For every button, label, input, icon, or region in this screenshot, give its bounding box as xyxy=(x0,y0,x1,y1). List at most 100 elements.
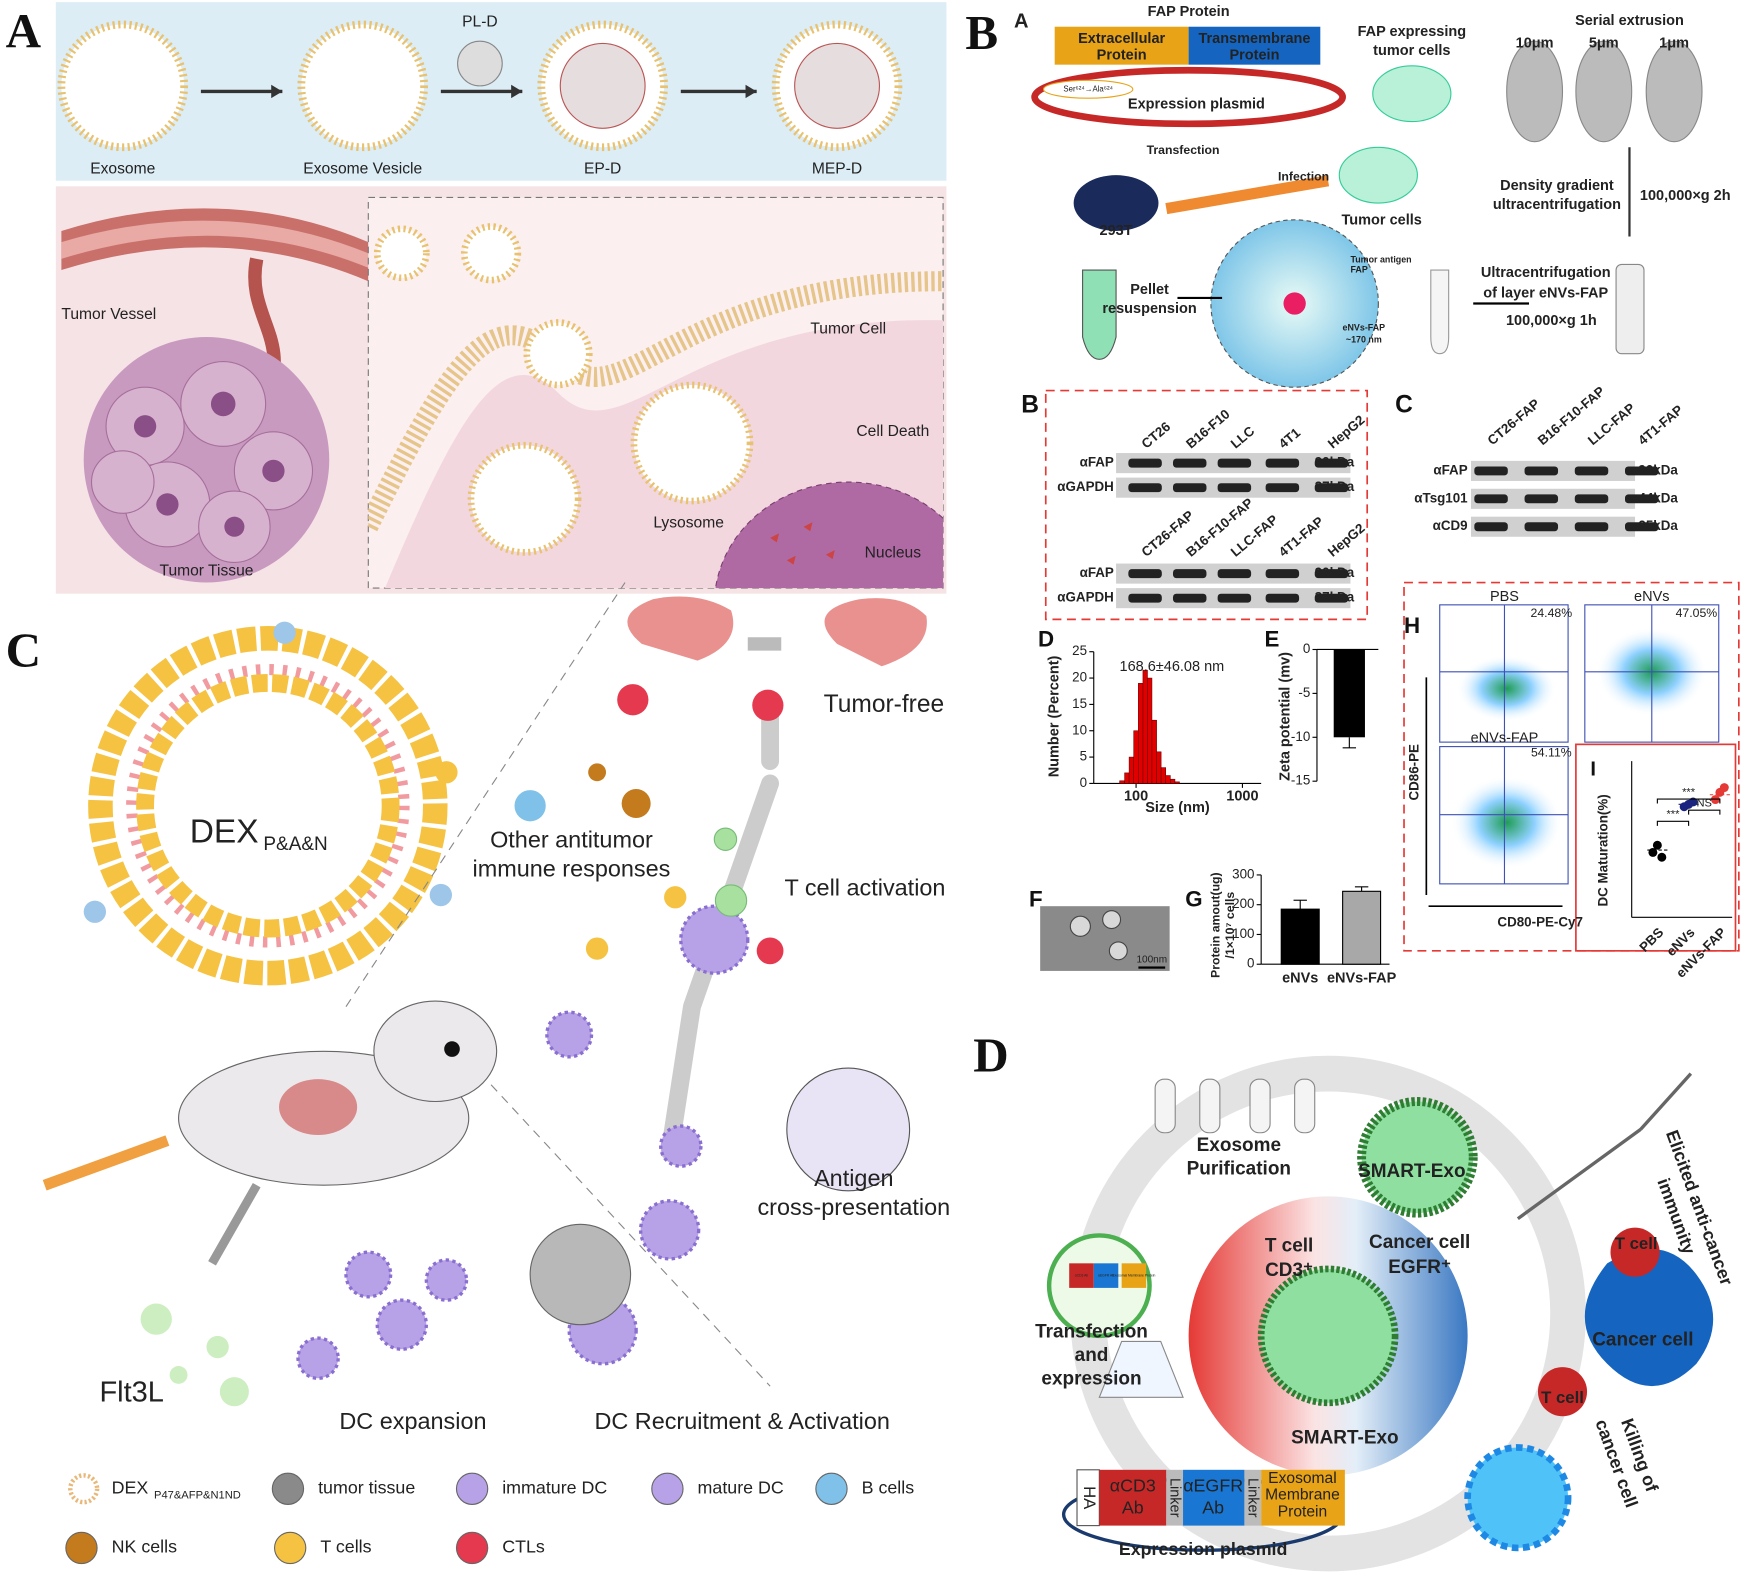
pl-d xyxy=(457,40,503,87)
label: Tumor cells xyxy=(1342,213,1422,229)
label: Tumor antigen xyxy=(1350,254,1411,264)
histogram-bar xyxy=(1174,781,1180,784)
label: Nucleus xyxy=(865,545,922,562)
label: LLC-FAP xyxy=(1585,400,1638,448)
label: 90kDa xyxy=(1315,455,1355,470)
label: 5μm xyxy=(1589,35,1619,51)
label: T cells xyxy=(320,1537,371,1557)
label: Transmembrane xyxy=(1198,31,1310,47)
y-tick-label: -5 xyxy=(1298,685,1310,700)
label: Antigen xyxy=(814,1165,893,1191)
label: P47&AFP&N1ND xyxy=(154,1489,241,1501)
band xyxy=(1524,522,1559,532)
label: CD86-PE xyxy=(1407,744,1422,801)
point xyxy=(1719,783,1729,793)
label: Protein amout(ug) xyxy=(1209,872,1223,978)
arrow-head xyxy=(271,84,283,99)
label: NK cells xyxy=(112,1537,178,1557)
label: 54.11% xyxy=(1531,746,1572,760)
histogram-bar xyxy=(1170,778,1176,784)
histogram-bar xyxy=(1147,677,1153,784)
label: 100,000×g 2h xyxy=(1640,188,1731,204)
label: Other antitumor xyxy=(490,827,653,853)
label: 100,000×g 1h xyxy=(1506,313,1597,329)
label: αCD9 xyxy=(1433,518,1468,533)
panel-b-art xyxy=(1031,26,1740,971)
label: 24.48% xyxy=(1531,606,1573,620)
band xyxy=(1265,483,1300,493)
label: Size (nm) xyxy=(1145,800,1210,816)
x-tick-label: 1000 xyxy=(1226,789,1258,805)
label: EP-D xyxy=(584,161,621,178)
exosome xyxy=(57,20,189,152)
label: Exosome Vesicle xyxy=(303,161,422,178)
panel-letter: I xyxy=(1590,758,1596,780)
panel-d-art xyxy=(1046,1055,1714,1572)
band xyxy=(1265,458,1300,468)
label: ultracentrifugation xyxy=(1493,197,1621,213)
band xyxy=(1574,466,1609,476)
mini-plasmid-part xyxy=(1093,1263,1119,1288)
label: Tumor Vessel xyxy=(61,306,156,323)
label: HepG2 xyxy=(1325,520,1368,559)
panel-letter: D xyxy=(1038,626,1054,651)
label: Infection xyxy=(1278,170,1329,184)
legend-icon xyxy=(815,1472,848,1505)
label: of layer eNVs-FAP xyxy=(1483,285,1608,301)
band xyxy=(1314,569,1349,579)
label: Ab xyxy=(1122,1498,1144,1518)
drug-core xyxy=(794,42,881,129)
band xyxy=(1474,466,1508,476)
legend-icon xyxy=(65,1531,98,1565)
label: Membrane xyxy=(1265,1487,1340,1504)
band xyxy=(1217,593,1252,603)
label: NS xyxy=(1696,797,1711,809)
label: Linker xyxy=(1166,1478,1182,1518)
label: Tumor Cell xyxy=(810,320,886,337)
band xyxy=(1217,458,1252,468)
label: /1×10⁷ cells xyxy=(1223,892,1237,959)
label: Transfection xyxy=(1035,1322,1148,1343)
label: B16-F10 xyxy=(1183,406,1233,451)
label: DC Recruitment & Activation xyxy=(594,1408,889,1434)
label: 4T1-FAP xyxy=(1276,514,1327,560)
histogram-bar xyxy=(1156,751,1162,784)
label: Exosome xyxy=(1197,1135,1281,1156)
label: A xyxy=(1014,11,1029,33)
label: Cancer cell xyxy=(1592,1329,1693,1350)
label: Exosomal xyxy=(1268,1470,1337,1487)
label: mature DC xyxy=(698,1477,784,1497)
label: DEX xyxy=(112,1477,149,1497)
band xyxy=(1128,593,1162,603)
label: Purification xyxy=(1187,1159,1291,1180)
label: 47.05% xyxy=(1676,606,1718,620)
band xyxy=(1625,466,1659,476)
label: eNVs-FAP xyxy=(1471,731,1539,747)
label: tumor tissue xyxy=(318,1477,415,1497)
y-tick-label: 25 xyxy=(1072,643,1087,658)
label: LLC xyxy=(1228,423,1258,451)
arrow-head xyxy=(511,84,523,99)
label: CTLs xyxy=(502,1537,545,1557)
label: CD80-PE-Cy7 xyxy=(1497,914,1582,929)
label: cross-presentation xyxy=(757,1194,950,1220)
label: Exosome xyxy=(90,161,155,178)
label: Number (Percent) xyxy=(1047,655,1063,777)
label: ~170 nm xyxy=(1346,335,1382,345)
label: HepG2 xyxy=(1325,412,1368,451)
label: T cell xyxy=(1265,1236,1314,1257)
label: eNVs-FAP xyxy=(1343,322,1386,332)
panel-letter: B xyxy=(1021,392,1039,419)
label: SMART-Exo xyxy=(1291,1428,1398,1449)
band xyxy=(1172,458,1207,468)
label: Protein xyxy=(1278,1503,1327,1520)
label: Flt3L xyxy=(99,1377,163,1409)
bar xyxy=(1280,908,1320,965)
x-tick-label: 100 xyxy=(1124,789,1148,805)
label: immature DC xyxy=(502,1477,607,1497)
label: SMART-Exo xyxy=(1358,1161,1466,1182)
label: expression xyxy=(1041,1368,1141,1389)
panel-letter: A xyxy=(6,3,42,58)
histogram-bar xyxy=(1151,719,1157,784)
